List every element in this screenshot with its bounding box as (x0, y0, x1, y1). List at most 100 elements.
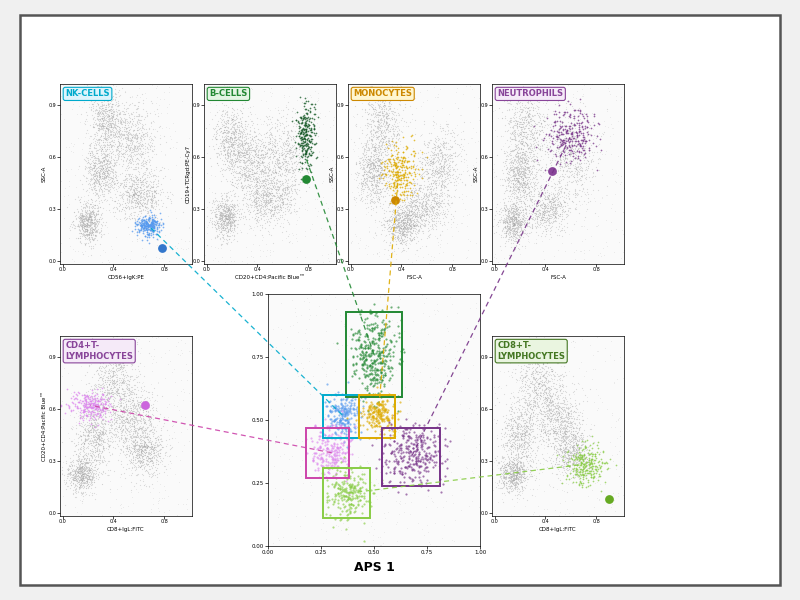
Point (516, 131, 529, 141)
Point (119, 202, 132, 212)
Point (346, 259, 358, 269)
Point (247, 145, 260, 154)
Point (82, 212, 94, 222)
Point (103, 152, 116, 162)
Point (187, 411, 200, 421)
Point (271, 161, 284, 171)
Point (265, 144, 278, 154)
Point (228, 211, 241, 221)
Point (366, 518, 378, 527)
Point (221, 214, 234, 223)
Point (86, 479, 99, 488)
Point (386, 139, 398, 149)
Point (226, 161, 238, 170)
Point (449, 149, 462, 158)
Point (530, 206, 542, 216)
Point (98, 140, 110, 149)
Point (444, 170, 457, 179)
Point (401, 463, 414, 473)
Point (407, 186, 420, 196)
Point (545, 366, 558, 376)
Point (81, 442, 94, 452)
Point (52, 404, 65, 413)
Point (109, 424, 122, 434)
Point (98, 153, 111, 163)
Point (102, 428, 115, 437)
Point (74, 412, 87, 422)
Point (177, 207, 190, 217)
Point (81, 478, 94, 487)
Point (490, 227, 502, 237)
Point (77, 219, 90, 229)
Point (432, 135, 445, 145)
Point (514, 114, 526, 124)
Point (559, 407, 572, 416)
Point (506, 467, 519, 477)
Point (402, 157, 414, 166)
Point (471, 176, 484, 186)
Point (253, 158, 266, 168)
Point (243, 182, 256, 191)
Point (128, 409, 141, 419)
Point (394, 208, 406, 218)
Point (325, 407, 338, 416)
Point (417, 184, 430, 194)
Point (386, 401, 399, 410)
Point (238, 143, 251, 152)
Point (223, 135, 236, 145)
Point (262, 187, 274, 197)
Point (523, 143, 536, 153)
Point (262, 152, 275, 161)
Point (88, 218, 101, 228)
Point (558, 465, 570, 475)
Point (383, 101, 396, 110)
Point (523, 399, 536, 409)
Point (133, 449, 146, 459)
Point (506, 215, 518, 224)
Point (553, 380, 566, 390)
Point (544, 421, 557, 431)
Point (566, 128, 578, 137)
Point (426, 111, 439, 121)
Point (516, 482, 529, 492)
Point (261, 196, 274, 205)
Point (514, 137, 527, 146)
Point (530, 142, 543, 152)
Point (558, 467, 571, 477)
Point (138, 442, 151, 451)
Point (522, 236, 534, 245)
Point (514, 129, 526, 139)
Point (233, 83, 246, 92)
Point (219, 209, 232, 219)
Point (155, 444, 168, 454)
Point (598, 458, 610, 468)
Point (130, 412, 142, 422)
Point (150, 405, 162, 415)
Point (519, 425, 532, 435)
Point (154, 352, 167, 361)
Point (268, 206, 281, 215)
Point (256, 185, 269, 194)
Text: CD4+T-
LYMPHOCYTES: CD4+T- LYMPHOCYTES (66, 341, 133, 361)
Point (512, 419, 525, 428)
Point (82, 453, 95, 463)
Point (507, 212, 520, 221)
Point (404, 239, 417, 249)
Point (110, 99, 122, 109)
Point (597, 130, 610, 139)
Point (114, 432, 127, 442)
Point (414, 208, 427, 218)
Point (498, 476, 510, 485)
Point (554, 178, 567, 187)
Point (556, 448, 569, 458)
Point (446, 163, 458, 172)
Point (61, 464, 74, 473)
Point (74, 439, 87, 449)
Point (216, 159, 229, 169)
Point (431, 201, 444, 211)
Point (80, 398, 93, 407)
Point (70, 440, 82, 450)
Point (153, 432, 166, 442)
Point (573, 458, 586, 468)
Point (411, 197, 424, 206)
